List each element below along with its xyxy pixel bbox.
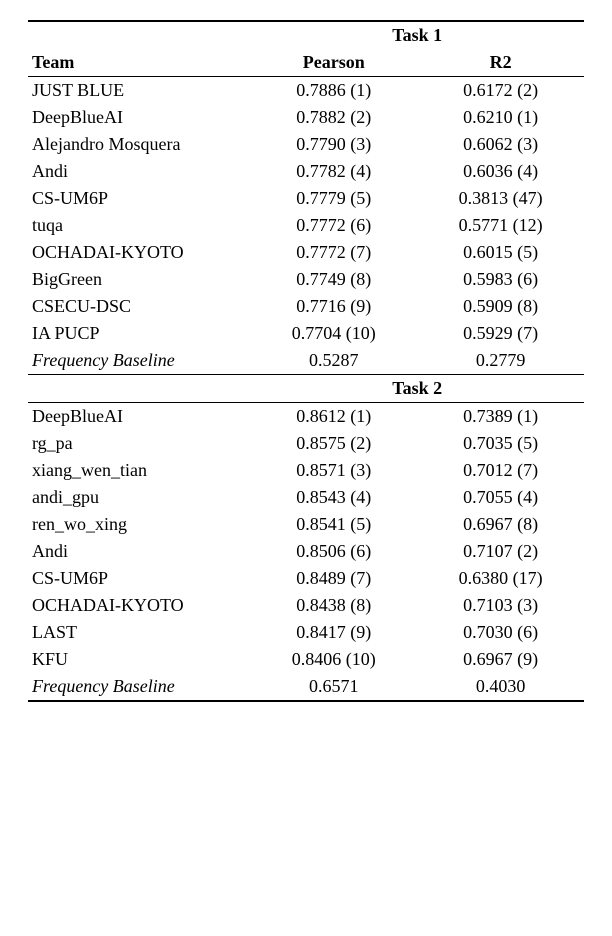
table-row: BigGreen 0.7749 (8) 0.5983 (6) (28, 266, 584, 293)
pearson-cell: 0.7716 (9) (250, 293, 417, 320)
spacer-cell (28, 375, 250, 403)
pearson-cell: 0.7704 (10) (250, 320, 417, 347)
r2-cell: 0.7030 (6) (417, 619, 584, 646)
pearson-cell: 0.8541 (5) (250, 511, 417, 538)
pearson-cell: 0.8417 (9) (250, 619, 417, 646)
table-row: rg_pa 0.8575 (2) 0.7035 (5) (28, 430, 584, 457)
r2-cell: 0.6015 (5) (417, 239, 584, 266)
pearson-cell: 0.7779 (5) (250, 185, 417, 212)
table-row: CSECU-DSC 0.7716 (9) 0.5909 (8) (28, 293, 584, 320)
r2-cell: 0.7103 (3) (417, 592, 584, 619)
pearson-cell: 0.7749 (8) (250, 266, 417, 293)
r2-cell: 0.5909 (8) (417, 293, 584, 320)
task2-header: Task 2 (250, 375, 584, 403)
team-cell: IA PUCP (28, 320, 250, 347)
table-row: Andi 0.7782 (4) 0.6036 (4) (28, 158, 584, 185)
team-cell: LAST (28, 619, 250, 646)
team-cell: Frequency Baseline (28, 673, 250, 701)
team-cell: DeepBlueAI (28, 104, 250, 131)
table-row: Alejandro Mosquera 0.7790 (3) 0.6062 (3) (28, 131, 584, 158)
table-row: IA PUCP 0.7704 (10) 0.5929 (7) (28, 320, 584, 347)
table-row: DeepBlueAI 0.7882 (2) 0.6210 (1) (28, 104, 584, 131)
r2-cell: 0.6036 (4) (417, 158, 584, 185)
pearson-cell: 0.8506 (6) (250, 538, 417, 565)
table-row: CS-UM6P 0.8489 (7) 0.6380 (17) (28, 565, 584, 592)
pearson-cell: 0.7782 (4) (250, 158, 417, 185)
pearson-cell: 0.7886 (1) (250, 77, 417, 105)
r2-cell: 0.6380 (17) (417, 565, 584, 592)
team-cell: CS-UM6P (28, 185, 250, 212)
team-cell: rg_pa (28, 430, 250, 457)
r2-cell: 0.2779 (417, 347, 584, 375)
team-cell: BigGreen (28, 266, 250, 293)
pearson-cell: 0.7882 (2) (250, 104, 417, 131)
team-cell: OCHADAI-KYOTO (28, 592, 250, 619)
team-cell: ren_wo_xing (28, 511, 250, 538)
team-cell: CS-UM6P (28, 565, 250, 592)
team-cell: andi_gpu (28, 484, 250, 511)
col-header-team: Team (28, 21, 250, 77)
table-row: JUST BLUE 0.7886 (1) 0.6172 (2) (28, 77, 584, 105)
results-table: Team Task 1 Pearson R2 JUST BLUE 0.7886 … (28, 20, 584, 702)
table-row: andi_gpu 0.8543 (4) 0.7055 (4) (28, 484, 584, 511)
r2-cell: 0.6062 (3) (417, 131, 584, 158)
team-cell: KFU (28, 646, 250, 673)
team-cell: xiang_wen_tian (28, 457, 250, 484)
r2-cell: 0.7012 (7) (417, 457, 584, 484)
col-header-pearson: Pearson (250, 49, 417, 77)
table-row: OCHADAI-KYOTO 0.7772 (7) 0.6015 (5) (28, 239, 584, 266)
table-row: xiang_wen_tian 0.8571 (3) 0.7012 (7) (28, 457, 584, 484)
pearson-cell: 0.8575 (2) (250, 430, 417, 457)
table-row: KFU 0.8406 (10) 0.6967 (9) (28, 646, 584, 673)
pearson-cell: 0.8489 (7) (250, 565, 417, 592)
table-row: LAST 0.8417 (9) 0.7030 (6) (28, 619, 584, 646)
table-row: DeepBlueAI 0.8612 (1) 0.7389 (1) (28, 403, 584, 431)
table-row-baseline: Frequency Baseline 0.6571 0.4030 (28, 673, 584, 701)
table-row: tuqa 0.7772 (6) 0.5771 (12) (28, 212, 584, 239)
pearson-cell: 0.8543 (4) (250, 484, 417, 511)
table-row: ren_wo_xing 0.8541 (5) 0.6967 (8) (28, 511, 584, 538)
r2-cell: 0.6967 (8) (417, 511, 584, 538)
pearson-cell: 0.7790 (3) (250, 131, 417, 158)
table-row: CS-UM6P 0.7779 (5) 0.3813 (47) (28, 185, 584, 212)
pearson-cell: 0.6571 (250, 673, 417, 701)
r2-cell: 0.3813 (47) (417, 185, 584, 212)
pearson-cell: 0.8571 (3) (250, 457, 417, 484)
r2-cell: 0.7107 (2) (417, 538, 584, 565)
pearson-cell: 0.5287 (250, 347, 417, 375)
r2-cell: 0.6172 (2) (417, 77, 584, 105)
team-cell: CSECU-DSC (28, 293, 250, 320)
team-cell: Andi (28, 158, 250, 185)
col-header-r2: R2 (417, 49, 584, 77)
pearson-cell: 0.8438 (8) (250, 592, 417, 619)
pearson-cell: 0.8406 (10) (250, 646, 417, 673)
r2-cell: 0.7389 (1) (417, 403, 584, 431)
r2-cell: 0.7035 (5) (417, 430, 584, 457)
pearson-cell: 0.8612 (1) (250, 403, 417, 431)
team-cell: Andi (28, 538, 250, 565)
pearson-cell: 0.7772 (6) (250, 212, 417, 239)
team-cell: tuqa (28, 212, 250, 239)
task1-header: Task 1 (250, 21, 584, 49)
team-cell: JUST BLUE (28, 77, 250, 105)
team-cell: OCHADAI-KYOTO (28, 239, 250, 266)
r2-cell: 0.6967 (9) (417, 646, 584, 673)
team-cell: Alejandro Mosquera (28, 131, 250, 158)
r2-cell: 0.7055 (4) (417, 484, 584, 511)
pearson-cell: 0.7772 (7) (250, 239, 417, 266)
r2-cell: 0.5983 (6) (417, 266, 584, 293)
table-row-baseline: Frequency Baseline 0.5287 0.2779 (28, 347, 584, 375)
r2-cell: 0.6210 (1) (417, 104, 584, 131)
r2-cell: 0.5771 (12) (417, 212, 584, 239)
team-cell: DeepBlueAI (28, 403, 250, 431)
team-cell: Frequency Baseline (28, 347, 250, 375)
table-row: OCHADAI-KYOTO 0.8438 (8) 0.7103 (3) (28, 592, 584, 619)
r2-cell: 0.4030 (417, 673, 584, 701)
r2-cell: 0.5929 (7) (417, 320, 584, 347)
table-row: Andi 0.8506 (6) 0.7107 (2) (28, 538, 584, 565)
